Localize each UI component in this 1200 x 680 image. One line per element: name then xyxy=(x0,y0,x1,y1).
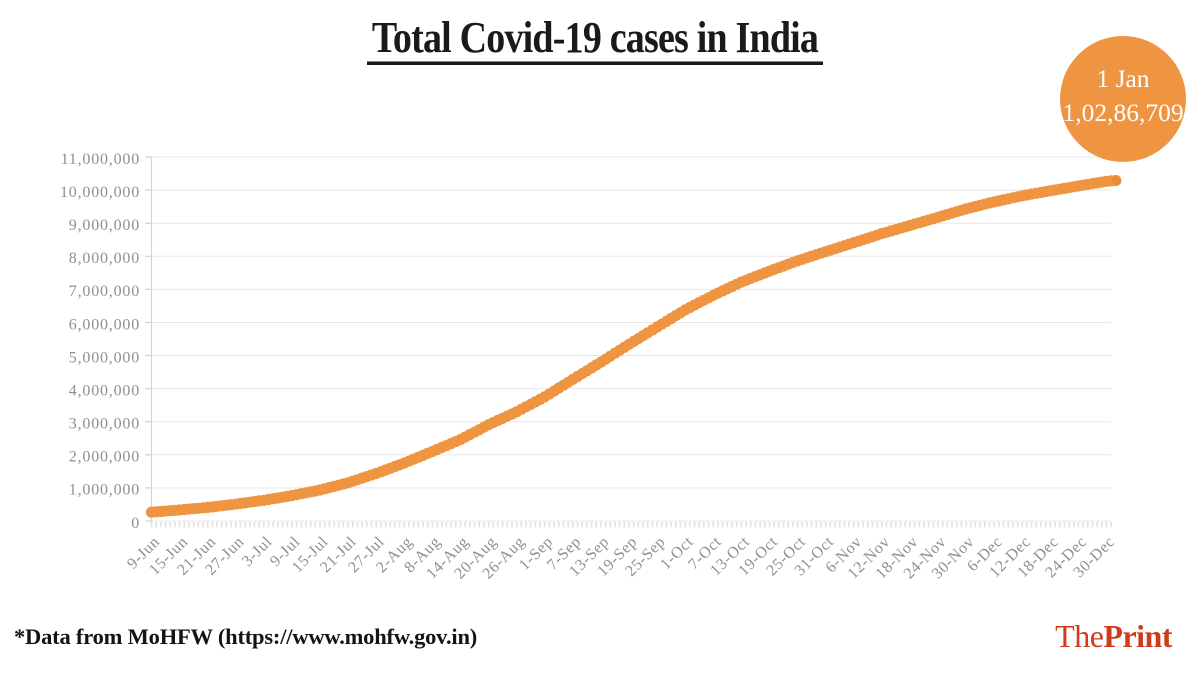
svg-text:6,000,000: 6,000,000 xyxy=(69,316,140,333)
svg-text:3,000,000: 3,000,000 xyxy=(69,416,140,433)
svg-text:3-Jul: 3-Jul xyxy=(239,533,276,570)
svg-text:11,000,000: 11,000,000 xyxy=(61,151,140,168)
svg-text:1,000,000: 1,000,000 xyxy=(69,482,140,499)
svg-text:5,000,000: 5,000,000 xyxy=(69,349,140,366)
svg-text:4,000,000: 4,000,000 xyxy=(69,382,140,399)
svg-text:9,000,000: 9,000,000 xyxy=(69,217,140,234)
svg-text:8,000,000: 8,000,000 xyxy=(69,250,140,267)
svg-text:0: 0 xyxy=(131,515,140,532)
svg-text:7,000,000: 7,000,000 xyxy=(69,283,140,300)
svg-text:2,000,000: 2,000,000 xyxy=(69,449,140,466)
svg-text:10,000,000: 10,000,000 xyxy=(60,184,140,201)
